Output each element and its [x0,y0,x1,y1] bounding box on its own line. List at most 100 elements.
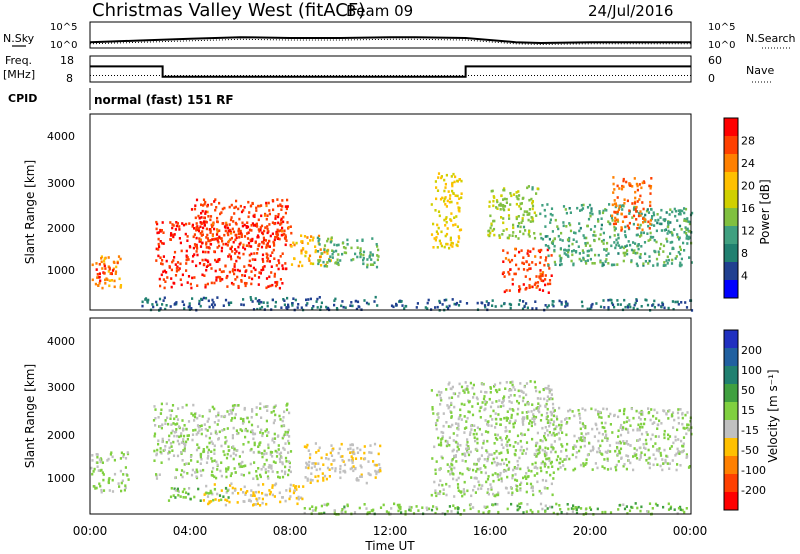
scatter-cell-region-2 [232,240,235,244]
scatter-cell-region-6 [227,301,230,305]
scatter-cell-region-6 [467,399,470,402]
scatter-cell-region-9 [522,283,525,286]
scatter-cell-region-2 [205,236,208,239]
scatter-cell-region-6 [529,380,532,383]
scatter-cell-region-11 [623,202,626,205]
scatter-cell-region-6 [502,397,505,401]
scatter-cell-region-2 [256,252,259,255]
power-colorbar-swatch [724,136,738,155]
power-ytick-2000: 2000 [47,222,75,235]
scatter-cell-region-10 [667,229,670,233]
scatter-cell-region-5 [339,259,342,262]
scatter-cell-region-3 [262,242,265,245]
scatter-cell-region-1 [266,475,270,478]
scatter-cell-region-6 [367,302,370,306]
scatter-cell-region-0 [113,458,116,462]
scatter-cell-region-12 [672,308,675,311]
power-colorbar-title: Power [dB] [758,179,772,244]
scatter-cell-region-10 [680,228,683,231]
scatter-cell-region-1 [167,452,170,455]
scatter-cell-region-2 [179,278,182,281]
scatter-cell-region-12 [403,307,406,310]
scatter-cell-region-1 [204,427,207,431]
scatter-cell-region-0 [117,255,121,258]
time-tick-4: 16:00 [473,524,508,538]
scatter-cell-region-1 [103,264,106,268]
scatter-cell-region-0 [126,474,129,477]
scatter-cell-region-11 [633,177,636,180]
scatter-cell-region-10 [667,258,671,262]
scatter-cell-region-7 [568,457,571,461]
scatter-cell-region-1 [279,460,282,464]
date-label: 24/Jul/2016 [588,2,673,20]
scatter-cell-region-1 [202,450,206,453]
scatter-cell-region-7 [649,437,653,441]
scatter-cell-region-10 [683,219,686,222]
scatter-cell-region-3 [368,451,371,454]
scatter-cell-region-1 [196,460,199,463]
scatter-cell-region-3 [259,228,262,232]
scatter-cell-region-3 [207,215,210,218]
scatter-cell-region-1 [264,471,267,474]
scatter-cell-region-0 [98,458,101,461]
scatter-cell-region-0 [99,469,102,472]
scatter-cell-region-12 [657,303,660,307]
scatter-cell-region-10 [634,252,637,255]
scatter-cell-region-4 [177,490,180,493]
scatter-cell-region-2 [158,277,161,281]
scatter-cell-region-12 [481,301,484,305]
scatter-cell-region-3 [241,224,244,228]
scatter-cell-region-1 [242,420,245,424]
scatter-cell-region-6 [472,488,475,492]
scatter-cell-region-3 [280,233,283,237]
scatter-cell-region-10 [603,248,606,251]
scatter-cell-region-6 [519,483,522,486]
scatter-cell-region-10 [575,250,578,253]
scatter-cell-region-1 [153,449,156,453]
scatter-cell-region-3 [200,216,203,219]
scatter-cell-region-6 [526,417,529,420]
scatter-cell-region-11 [649,192,652,195]
scatter-cell-region-6 [465,443,468,447]
scatter-cell-region-2 [220,246,224,250]
scatter-cell-region-6 [500,479,503,483]
scatter-cell-region-2 [195,236,198,240]
scatter-cell-region-2 [170,232,173,235]
scatter-cell-region-0 [102,489,106,492]
scatter-cell-region-7 [685,426,689,430]
scatter-cell-region-6 [516,459,519,463]
scatter-cell-region-6 [493,385,496,388]
scatter-cell-region-10 [655,257,659,261]
scatter-cell-region-5 [457,507,460,510]
scatter-cell-region-8 [491,229,494,232]
scatter-cell-region-0 [119,457,122,460]
scatter-cell-region-5 [350,246,353,250]
scatter-cell-region-12 [438,299,441,303]
scatter-cell-region-7 [454,194,457,197]
scatter-cell-region-2 [262,268,265,271]
scatter-cell-region-5 [469,503,472,506]
scatter-cell-region-8 [526,186,529,190]
scatter-cell-region-2 [211,492,214,496]
scatter-cell-region-3 [200,234,203,237]
scatter-cell-region-12 [640,305,643,308]
scatter-cell-region-5 [639,509,642,513]
scatter-cell-region-2 [254,258,257,261]
scatter-cell-region-4 [297,264,300,268]
scatter-cell-region-2 [256,499,259,502]
scatter-cell-region-10 [565,211,568,215]
scatter-cell-region-10 [551,242,554,245]
scatter-cell-region-3 [279,203,282,206]
scatter-cell-region-6 [144,297,148,300]
scatter-cell-region-2 [236,501,239,504]
scatter-cell-region-11 [641,181,644,185]
scatter-cell-region-1 [266,409,269,412]
scatter-cell-region-12 [447,307,450,310]
scatter-cell-region-6 [548,391,551,394]
scatter-cell-region-5 [382,503,385,507]
scatter-cell-region-2 [160,273,163,277]
scatter-cell-region-0 [106,278,109,281]
scatter-cell-region-1 [184,443,187,446]
scatter-cell-region-1 [220,474,223,478]
scatter-cell-region-3 [334,467,337,470]
